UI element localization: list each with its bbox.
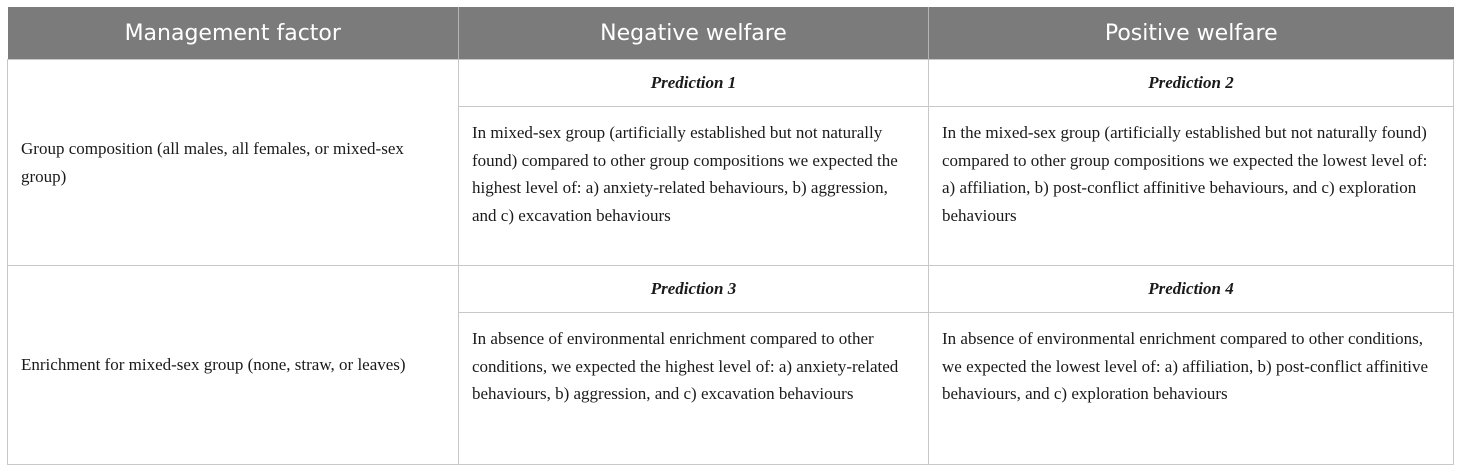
table-row: Enrichment for mixed-sex group (none, st… [7,265,1454,465]
factor-cell: Group composition (all males, all female… [7,59,459,266]
prediction-text: In absence of environmental enrichment c… [458,312,929,465]
prediction-text: In absence of environmental enrichment c… [928,312,1454,465]
header-management-factor: Management factor [7,7,459,60]
header-positive-welfare: Positive welfare [928,7,1454,60]
prediction-label: Prediction 3 [458,265,929,313]
table-row: Group composition (all males, all female… [7,59,1454,266]
prediction-label: Prediction 1 [458,59,929,107]
predictions-table: Management factor Negative welfare Posit… [7,7,1454,465]
factor-cell: Enrichment for mixed-sex group (none, st… [7,265,459,465]
table-row: In mixed-sex group (artificially establi… [8,106,1454,266]
header-row: Management factor Negative welfare Posit… [7,7,1454,60]
header-negative-welfare: Negative welfare [458,7,929,60]
prediction-label: Prediction 4 [928,265,1454,313]
prediction-label: Prediction 2 [928,59,1454,107]
prediction-text: In mixed-sex group (artificially establi… [458,106,929,266]
prediction-text: In the mixed-sex group (artificially est… [928,106,1454,266]
